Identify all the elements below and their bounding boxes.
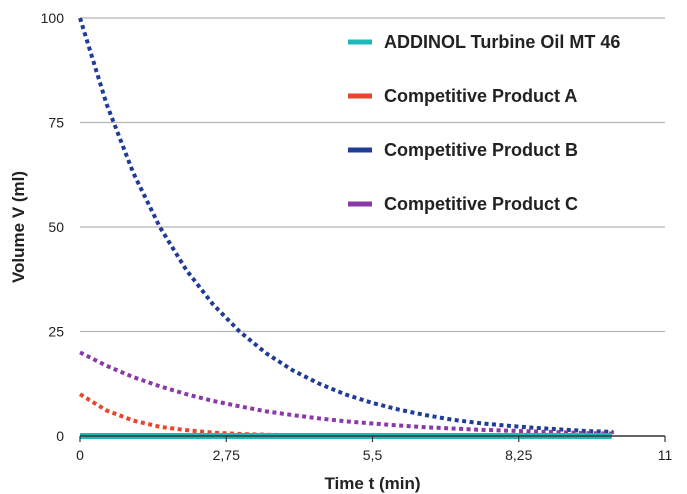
legend: ADDINOL Turbine Oil MT 46 Competitive Pro…: [348, 32, 620, 214]
y-tick-label: 0: [56, 428, 64, 444]
y-tick-label: 50: [48, 219, 64, 235]
grid-lines: [80, 17, 665, 333]
x-tick-label: 5,5: [363, 447, 383, 463]
x-tick-label: 2,75: [213, 447, 240, 463]
legend-label: Competitive Product B: [384, 140, 578, 160]
x-tick-label: 0: [76, 447, 84, 463]
y-axis-title: Volume V (ml): [9, 171, 28, 283]
series-line-3: [78, 17, 614, 435]
legend-label: ADDINOL Turbine Oil MT 46: [384, 32, 620, 52]
legend-label: Competitive Product A: [384, 86, 577, 106]
x-axis-title: Time t (min): [324, 474, 420, 493]
series-line-2: [78, 392, 612, 438]
y-tick-label: 75: [48, 115, 64, 131]
x-tick-label: 8,25: [505, 447, 532, 463]
y-tick-label: 100: [41, 10, 65, 26]
legend-label: Competitive Product C: [384, 194, 578, 214]
y-tick-label: 25: [48, 324, 64, 340]
tick-labels: 0 25 50 75 100 0 2,75 5,5 8,25 11: [41, 10, 673, 463]
x-tick-label: 11: [658, 447, 673, 463]
series-line-4: [79, 350, 614, 436]
